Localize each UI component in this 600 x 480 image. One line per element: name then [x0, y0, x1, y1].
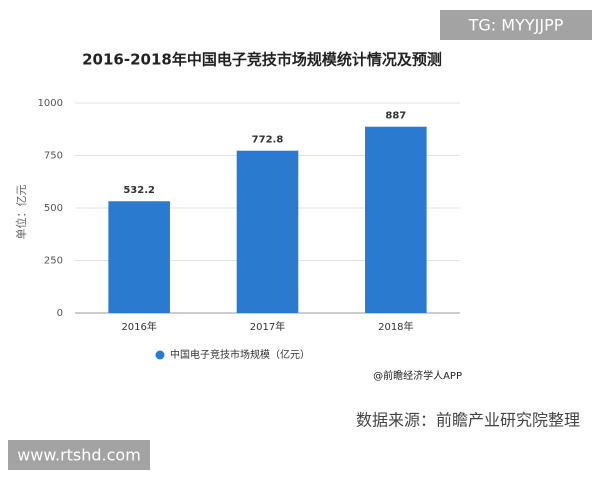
y-tick-label: 0 — [57, 308, 63, 319]
bar — [365, 126, 427, 313]
legend-label: 中国电子竞技市场规模（亿元） — [170, 348, 310, 361]
y-tick-label: 250 — [44, 256, 63, 267]
x-tick-label: 2016年 — [121, 320, 156, 333]
bar — [108, 201, 170, 313]
source-note: @前瞻经济学人APP — [373, 369, 462, 382]
value-label: 772.8 — [252, 135, 284, 146]
x-tick-label: 2017年 — [250, 320, 285, 333]
value-label: 887 — [385, 111, 406, 122]
chart-title: 2016-2018年中国电子竞技市场规模统计情况及预测 — [82, 51, 442, 69]
y-axis-label: 单位：亿元 — [14, 185, 28, 240]
watermark: www.rtshd.com — [17, 446, 141, 465]
y-tick-label: 1000 — [38, 98, 63, 109]
y-tick-label: 750 — [44, 151, 63, 162]
watermark-box — [8, 440, 150, 470]
value-label: 532.2 — [123, 185, 155, 196]
bar — [236, 150, 299, 313]
watermark: TG: MYYJJPP — [468, 16, 564, 35]
y-tick-label: 500 — [44, 203, 63, 214]
watermark-box — [440, 10, 592, 40]
x-tick-label: 2018年 — [378, 320, 413, 333]
legend-marker — [155, 350, 165, 360]
footer-note: 数据来源：前瞻产业研究院整理 — [356, 411, 580, 430]
